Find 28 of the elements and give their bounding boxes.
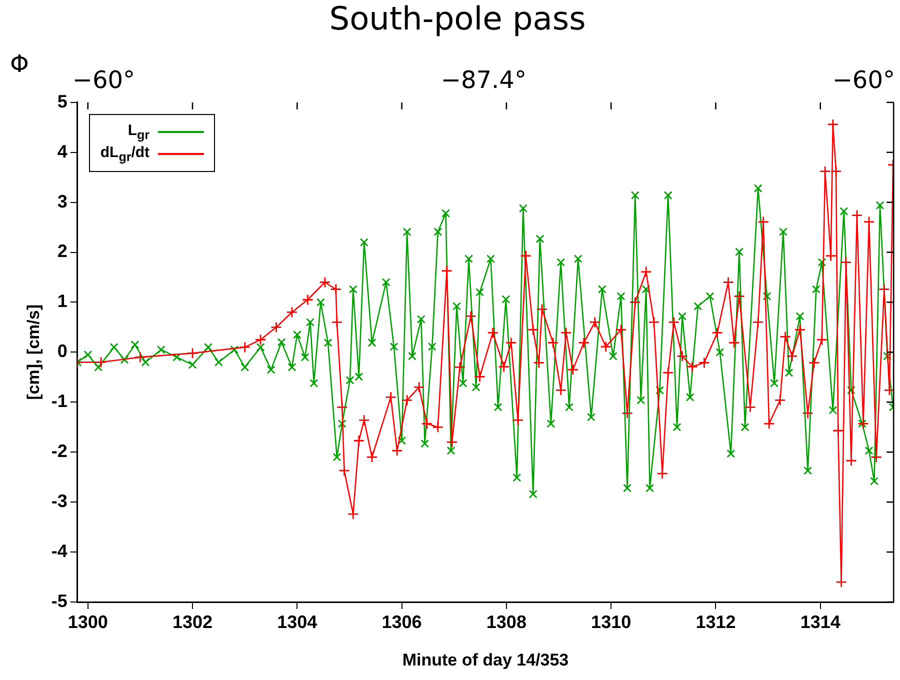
y-tick-label: 4 bbox=[57, 141, 68, 162]
x-tick-label: 1304 bbox=[277, 612, 318, 632]
y-tick-label: 2 bbox=[57, 241, 68, 262]
x-tick-label: 1308 bbox=[486, 612, 526, 632]
legend-label: dL$_{gr}$/dt bbox=[100, 144, 150, 164]
text: −60° bbox=[72, 66, 136, 94]
y-axis-title: [cm], [cm/s] bbox=[24, 304, 43, 400]
y-tick-label: -4 bbox=[51, 541, 68, 562]
y-tick-label: -1 bbox=[51, 391, 68, 412]
text: Φ bbox=[10, 50, 29, 78]
y-tick-label: 3 bbox=[57, 191, 68, 212]
x-tick-label: 1314 bbox=[800, 612, 840, 632]
x-tick-label: 1306 bbox=[382, 612, 422, 632]
y-tick-label: 0 bbox=[57, 341, 68, 362]
x-tick-label: 1300 bbox=[68, 612, 108, 632]
y-tick-label: -5 bbox=[51, 590, 68, 611]
legend-label: L$_{gr}$ bbox=[128, 122, 150, 142]
x-tick-label: 1310 bbox=[591, 612, 632, 632]
chart-title: South-pole pass bbox=[329, 0, 586, 38]
text: −60° bbox=[832, 66, 895, 94]
x-axis-title: Minute of day 14/353 bbox=[402, 650, 569, 670]
y-tick-label: -2 bbox=[51, 441, 68, 462]
x-tick-label: 1312 bbox=[696, 612, 736, 632]
text: −87.4° bbox=[440, 66, 526, 94]
y-tick-label: 1 bbox=[57, 291, 68, 312]
y-tick-label: 5 bbox=[57, 91, 68, 112]
x-tick-label: 1302 bbox=[172, 612, 213, 632]
y-tick-label: -3 bbox=[51, 491, 68, 512]
